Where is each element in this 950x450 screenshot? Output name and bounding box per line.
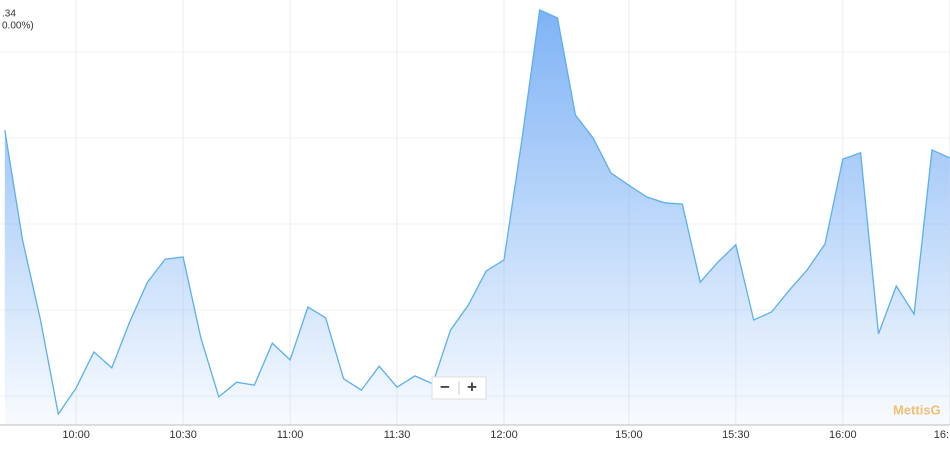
x-tick-label: 16:00 <box>829 429 857 441</box>
zoom-controls: − + <box>431 376 487 400</box>
zoom-out[interactable]: − <box>440 377 450 396</box>
header-change: 0.00%) <box>2 21 34 32</box>
x-tick-label: 15:00 <box>615 429 643 441</box>
watermark: MettisG <box>893 402 941 417</box>
area-fill <box>4 10 950 425</box>
plot <box>4 9 950 425</box>
x-tick-label: 11:30 <box>384 429 411 441</box>
x-tick-label: 10:30 <box>169 429 197 441</box>
x-tick-label: 11:00 <box>277 429 304 441</box>
x-labels: 10:00 10:30 11:00 11:30 12:00 15:00 15:30 16:00… <box>62 429 949 441</box>
x-tick-label: 10:00 <box>62 429 90 441</box>
header-value: .34 <box>2 9 16 20</box>
x-tick-label: 12:00 <box>490 429 518 441</box>
zoom-in[interactable]: + <box>467 377 477 396</box>
area-line <box>4 9 950 416</box>
x-tick-label: 16: <box>934 429 949 441</box>
x-tick-label: 15:30 <box>722 429 750 441</box>
